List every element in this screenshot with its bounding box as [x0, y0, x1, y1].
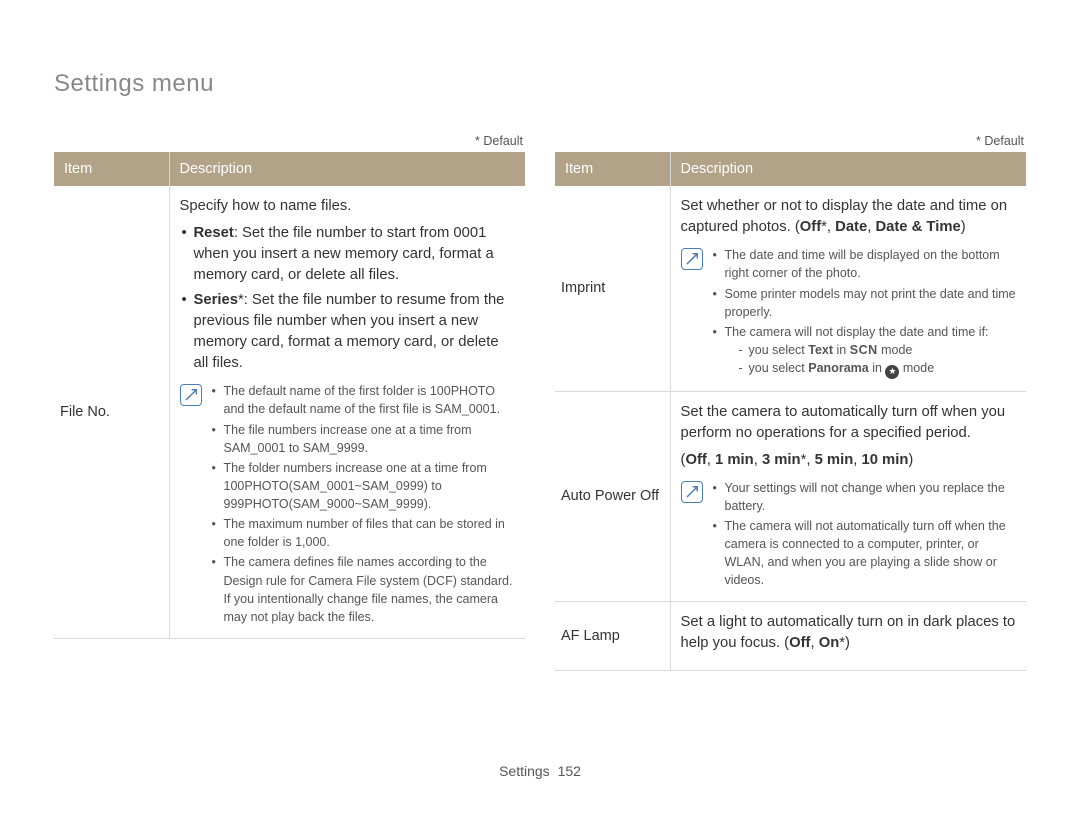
text: ) [908, 452, 913, 468]
imprint-note: The date and time will be displayed on t… [681, 246, 1017, 380]
note-item: Your settings will not change when you r… [713, 479, 1017, 515]
page-footer: Settings 152 [0, 763, 1080, 779]
imprint-intro: Set whether or not to display the date a… [681, 196, 1017, 238]
text: in [869, 361, 886, 375]
list-item: Series*: Set the file number to resume f… [180, 290, 516, 374]
file-no-intro: Specify how to name files. [180, 196, 516, 217]
note-item: The file numbers increase one at a time … [212, 421, 516, 457]
text: you select [749, 361, 809, 375]
table-row: Imprint Set whether or not to display th… [555, 186, 1026, 391]
note-item: The folder numbers increase one at a tim… [212, 459, 516, 513]
right-column: * Default Item Description Imprint Set w… [555, 134, 1026, 671]
opt: Off [789, 635, 810, 651]
opt: 5 min [815, 452, 854, 468]
note-item: The date and time will be displayed on t… [713, 246, 1017, 282]
note-item: The camera will not display the date and… [713, 323, 1017, 379]
item-file-no: File No. [54, 186, 169, 638]
page-content: Settings menu * Default Item Description… [0, 0, 1080, 671]
item-af-lamp: AF Lamp [555, 602, 670, 671]
text: , [754, 452, 762, 468]
note-item: The camera will not automatically turn o… [713, 517, 1017, 590]
col-header-item: Item [54, 152, 169, 186]
opt: 1 min [715, 452, 754, 468]
note-item: The default name of the first folder is … [212, 382, 516, 418]
opt-date: Date [835, 219, 867, 235]
desc-file-no: Specify how to name files. Reset: Set th… [169, 186, 525, 638]
col-header-item: Item [555, 152, 670, 186]
settings-table-right: Item Description Imprint Set whether or … [555, 152, 1026, 671]
text: , [806, 452, 814, 468]
note-subitem: you select Text in SCN mode [739, 341, 1017, 359]
col-header-description: Description [670, 152, 1026, 186]
text: you select [749, 343, 809, 357]
default-marker-left: * Default [54, 134, 525, 148]
item-auto-power-off: Auto Power Off [555, 391, 670, 602]
note-item: The camera defines file names according … [212, 553, 516, 626]
text: The camera will not display the date and… [725, 325, 989, 339]
text: mode [878, 343, 913, 357]
table-row: AF Lamp Set a light to automatically tur… [555, 602, 1026, 671]
opt-date-time: Date & Time [875, 219, 960, 235]
note-icon [681, 481, 703, 503]
text-bold: Panorama [808, 361, 868, 375]
reset-text: : Set the file number to start from 0001… [194, 225, 494, 283]
note-body: The date and time will be displayed on t… [713, 246, 1017, 380]
note-item: The maximum number of files that can be … [212, 515, 516, 551]
table-row: File No. Specify how to name files. Rese… [54, 186, 525, 638]
note-subitem: you select Panorama in ★ mode [739, 359, 1017, 379]
note-item: Some printer models may not print the da… [713, 285, 1017, 321]
file-no-note: The default name of the first folder is … [180, 382, 516, 628]
star-mode-icon: ★ [885, 365, 899, 379]
text: , [810, 635, 818, 651]
opt-off: Off [800, 219, 821, 235]
note-icon [180, 384, 202, 406]
text: , [707, 452, 715, 468]
af-lamp-text: Set a light to automatically turn on in … [681, 612, 1017, 654]
desc-af-lamp: Set a light to automatically turn on in … [670, 602, 1026, 671]
note-body: The default name of the first folder is … [212, 382, 516, 628]
text: mode [899, 361, 934, 375]
reset-label: Reset [194, 225, 234, 241]
footer-page-number: 152 [558, 763, 581, 779]
scn-mode-label: SCN [850, 343, 878, 357]
note-icon [681, 248, 703, 270]
item-imprint: Imprint [555, 186, 670, 391]
apo-note: Your settings will not change when you r… [681, 479, 1017, 592]
table-row: Auto Power Off Set the camera to automat… [555, 391, 1026, 602]
apo-options: (Off, 1 min, 3 min*, 5 min, 10 min) [681, 450, 1017, 471]
file-no-bullets: Reset: Set the file number to start from… [180, 223, 516, 374]
opt: 10 min [861, 452, 908, 468]
footer-section: Settings [499, 763, 550, 779]
left-column: * Default Item Description File No. Spec… [54, 134, 525, 671]
default-marker-right: * Default [555, 134, 1026, 148]
desc-imprint: Set whether or not to display the date a… [670, 186, 1026, 391]
text: ) [961, 219, 966, 235]
two-column-layout: * Default Item Description File No. Spec… [54, 134, 1026, 671]
text: ) [845, 635, 850, 651]
opt: On [819, 635, 840, 651]
settings-table-left: Item Description File No. Specify how to… [54, 152, 525, 639]
list-item: Reset: Set the file number to start from… [180, 223, 516, 286]
note-body: Your settings will not change when you r… [713, 479, 1017, 592]
text-bold: Text [808, 343, 833, 357]
desc-auto-power-off: Set the camera to automatically turn off… [670, 391, 1026, 602]
page-title: Settings menu [54, 70, 1026, 98]
opt: Off [685, 452, 706, 468]
series-label: Series [194, 292, 238, 308]
opt: 3 min [762, 452, 801, 468]
apo-intro: Set the camera to automatically turn off… [681, 402, 1017, 444]
col-header-description: Description [169, 152, 525, 186]
text: *, [821, 219, 835, 235]
text: in [833, 343, 850, 357]
